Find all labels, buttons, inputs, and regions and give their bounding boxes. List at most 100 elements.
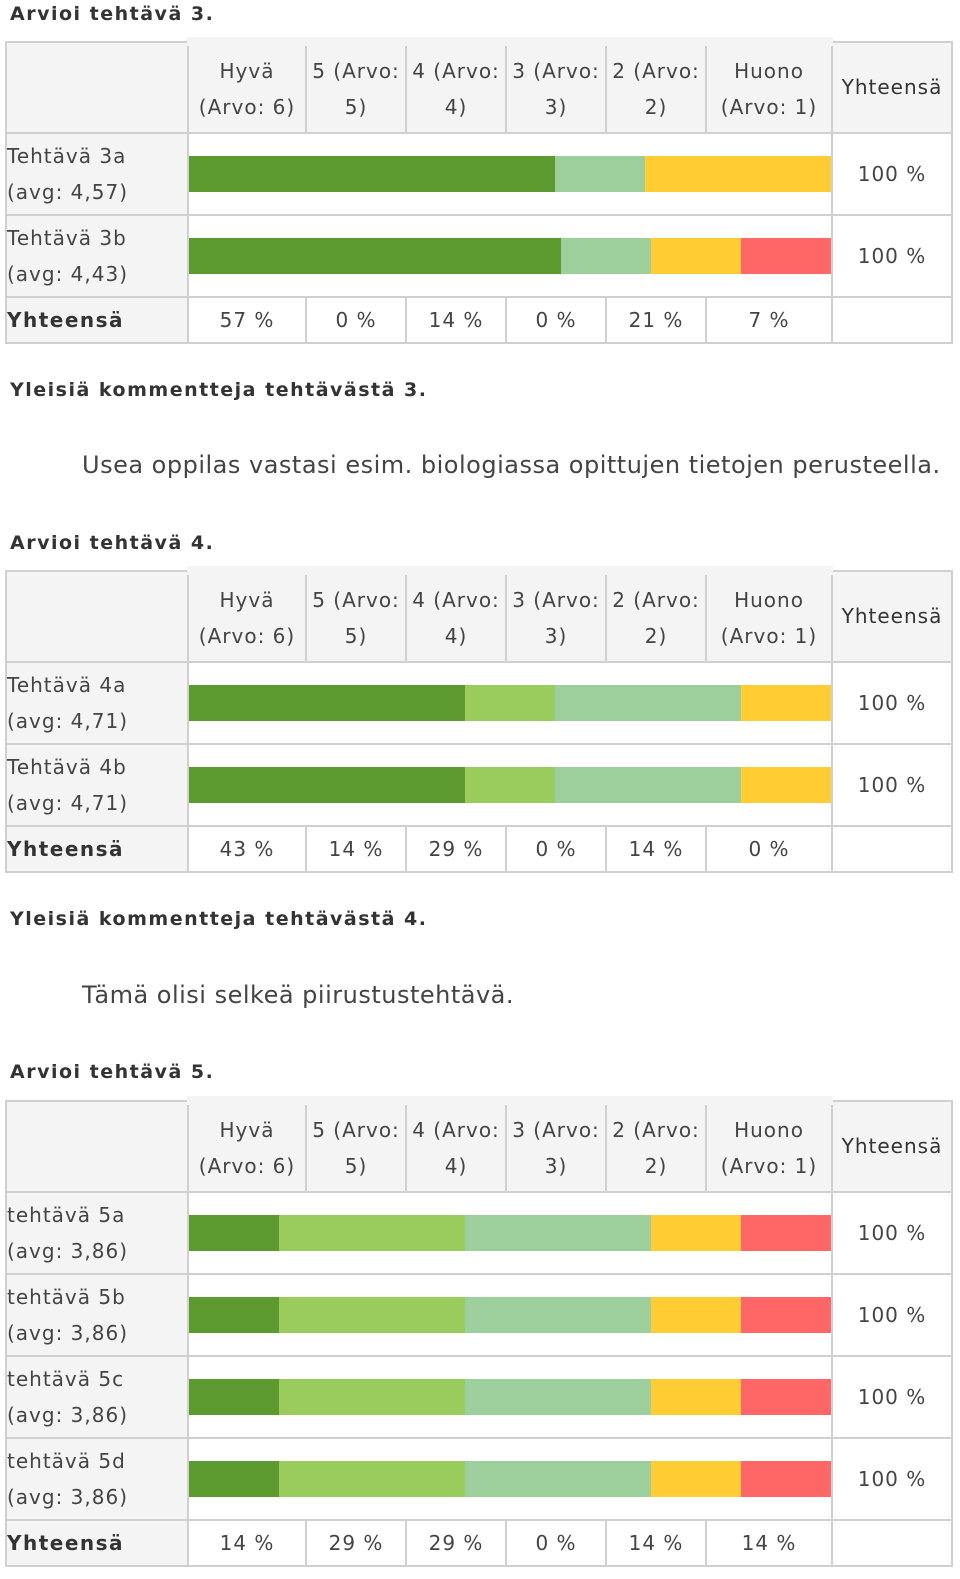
bar-segment-4 [465,1378,652,1415]
bar-segment-2 [644,155,831,192]
column-header-4: 4 (Arvo: 4) [405,566,507,663]
column-header-huono: Huono (Arvo: 1) [705,1096,833,1193]
column-header-4: 4 (Arvo: 4) [405,37,507,134]
bar-segment-2 [651,1296,742,1333]
sum-cell: 0 % [505,824,607,873]
bar-segment-4 [554,684,742,721]
results-table-4: Hyvä (Arvo: 6) 5 (Arvo: 5) 4 (Arvo: 4) 3… [5,566,953,873]
bar-segment-hyva [189,1214,279,1251]
section-title-5: Arvioi tehtävä 5. [10,1061,215,1083]
bar-segment-2 [651,1460,742,1497]
bar-segment-hyva [189,684,466,721]
bar-segment-5 [278,1214,466,1251]
row-total-5a: 100 % [831,1190,953,1275]
bar-segment-4 [465,1460,652,1497]
bar-segment-hyva [189,155,555,192]
column-header-3: 3 (Arvo: 3) [505,37,607,134]
column-header-hyva: Hyvä (Arvo: 6) [187,37,307,134]
section-title-4: Arvioi tehtävä 4. [10,532,215,554]
sum-cell: 7 % [705,295,833,344]
sum-cell-empty [831,295,953,344]
bar-segment-4 [554,155,645,192]
row-label-3a: Tehtävä 3a (avg: 4,57) [5,131,189,216]
stacked-bar-4b [189,766,831,803]
column-header-total: Yhteensä [831,569,953,663]
row-total-4a: 100 % [831,660,953,745]
row-label-5c: tehtävä 5c (avg: 3,86) [5,1354,189,1439]
bar-segment-huono [741,1296,831,1333]
bar-segment-hyva [189,1296,279,1333]
bar-segment-huono [741,1460,831,1497]
bar-segment-2 [651,1214,742,1251]
column-header-hyva: Hyvä (Arvo: 6) [187,1096,307,1193]
sum-cell: 0 % [705,824,833,873]
sum-cell: 14 % [705,1518,833,1567]
sum-cell: 14 % [605,824,707,873]
bar-segment-4 [561,237,652,274]
column-header-5: 5 (Arvo: 5) [305,1096,407,1193]
row-total-4b: 100 % [831,742,953,827]
sum-cell: 0 % [505,295,607,344]
sum-cell: 14 % [405,295,507,344]
sum-cell: 14 % [605,1518,707,1567]
column-header-total: Yhteensä [831,40,953,134]
comment-text-4: Tämä olisi selkeä piirustustehtävä. [82,981,515,1009]
column-header-2: 2 (Arvo: 2) [605,1096,707,1193]
stacked-bar-3a [189,155,831,192]
stacked-bar-5d [189,1460,831,1497]
bar-segment-5 [278,1378,466,1415]
column-header-3: 3 (Arvo: 3) [505,566,607,663]
sum-row-label: Yhteensä [5,295,189,344]
column-header-huono: Huono (Arvo: 1) [705,566,833,663]
row-total-5d: 100 % [831,1436,953,1521]
bar-segment-4 [554,766,742,803]
bar-segment-5 [465,766,555,803]
bar-segment-hyva [189,1460,279,1497]
row-label-5d: tehtävä 5d (avg: 3,86) [5,1436,189,1521]
bar-segment-hyva [189,1378,279,1415]
sum-row-label: Yhteensä [5,824,189,873]
table-corner [5,40,189,134]
stacked-bar-5c [189,1378,831,1415]
comment-heading-4: Yleisiä kommentteja tehtävästä 4. [10,908,428,930]
sum-cell: 21 % [605,295,707,344]
bar-segment-5 [278,1460,466,1497]
sum-cell: 0 % [305,295,407,344]
column-header-3: 3 (Arvo: 3) [505,1096,607,1193]
row-total-5c: 100 % [831,1354,953,1439]
bar-segment-2 [741,766,831,803]
column-header-2: 2 (Arvo: 2) [605,37,707,134]
sum-cell-empty [831,824,953,873]
results-table-3: Hyvä (Arvo: 6) 5 (Arvo: 5) 4 (Arvo: 4) 3… [5,37,953,344]
stacked-bar-4a [189,684,831,721]
stacked-bar-5b [189,1296,831,1333]
column-header-total: Yhteensä [831,1099,953,1193]
bar-segment-5 [465,684,555,721]
comment-text-3: Usea oppilas vastasi esim. biologiassa o… [82,451,941,479]
bar-segment-4 [465,1214,652,1251]
comment-heading-3: Yleisiä kommentteja tehtävästä 3. [10,379,428,401]
stacked-bar-3b [189,237,831,274]
sum-cell-empty [831,1518,953,1567]
sum-cell: 29 % [405,824,507,873]
row-label-3b: Tehtävä 3b (avg: 4,43) [5,213,189,298]
bar-segment-huono [741,237,831,274]
results-table-5: Hyvä (Arvo: 6) 5 (Arvo: 5) 4 (Arvo: 4) 3… [5,1096,953,1567]
table-corner [5,569,189,663]
row-label-5b: tehtävä 5b (avg: 3,86) [5,1272,189,1357]
column-header-4: 4 (Arvo: 4) [405,1096,507,1193]
bar-segment-2 [651,1378,742,1415]
column-header-5: 5 (Arvo: 5) [305,37,407,134]
sum-cell: 14 % [187,1518,307,1567]
table-corner [5,1099,189,1193]
sum-cell: 57 % [187,295,307,344]
row-label-5a: tehtävä 5a (avg: 3,86) [5,1190,189,1275]
column-header-2: 2 (Arvo: 2) [605,566,707,663]
sum-cell: 43 % [187,824,307,873]
row-label-4b: Tehtävä 4b (avg: 4,71) [5,742,189,827]
column-header-5: 5 (Arvo: 5) [305,566,407,663]
row-total-3b: 100 % [831,213,953,298]
bar-segment-huono [741,1378,831,1415]
bar-segment-2 [651,237,742,274]
bar-segment-huono [741,1214,831,1251]
